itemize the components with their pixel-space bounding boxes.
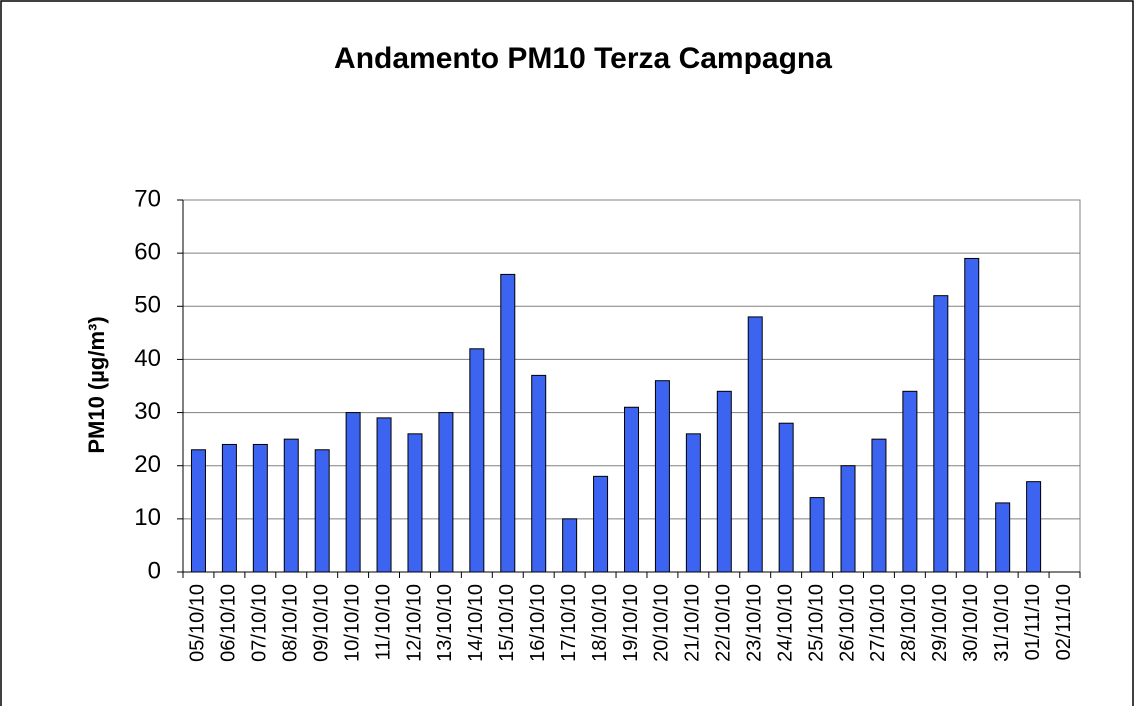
bar — [283, 438, 299, 573]
x-tick-label: 13/10/10 — [434, 584, 456, 662]
bar — [469, 348, 485, 573]
bar — [654, 380, 670, 573]
bar — [314, 449, 330, 573]
x-tick-label: 29/10/10 — [929, 584, 951, 662]
x-tick-label: 01/11/10 — [1022, 584, 1044, 660]
x-tick-label: 24/10/10 — [774, 584, 796, 662]
x-tick-label: 18/10/10 — [589, 584, 611, 662]
bar — [624, 406, 639, 573]
x-tick-label: 15/10/10 — [496, 584, 518, 662]
x-tick-label: 14/10/10 — [465, 584, 487, 662]
y-tick-label: 10 — [134, 504, 161, 531]
bar — [562, 518, 578, 573]
bar — [716, 390, 732, 573]
chart-title: Andamento PM10 Terza Campagna — [334, 42, 832, 75]
bar — [407, 433, 423, 573]
bar — [221, 443, 237, 573]
x-tick-label: 26/10/10 — [836, 584, 858, 662]
x-tick-label: 28/10/10 — [898, 584, 920, 662]
bar — [778, 422, 794, 573]
bar — [252, 443, 268, 573]
bar — [933, 295, 949, 573]
x-tick-label: 02/11/10 — [1053, 584, 1075, 660]
bar — [345, 412, 361, 573]
y-tick-label: 40 — [134, 345, 161, 372]
x-tick-label: 20/10/10 — [651, 584, 673, 662]
y-tick-label: 30 — [134, 398, 161, 425]
bar — [902, 390, 918, 573]
x-tick-label: 08/10/10 — [280, 584, 302, 662]
x-tick-label: 09/10/10 — [310, 584, 332, 662]
bar — [840, 465, 856, 573]
bar — [531, 374, 547, 573]
bar — [871, 438, 887, 573]
bar — [438, 412, 454, 573]
y-tick-label: 60 — [134, 238, 161, 265]
bar — [995, 502, 1011, 573]
x-tick-label: 31/10/10 — [991, 584, 1013, 662]
x-tick-label: 30/10/10 — [960, 584, 982, 662]
x-tick-label: 22/10/10 — [713, 584, 735, 662]
x-tick-label: 19/10/10 — [620, 584, 642, 662]
x-tick-label: 17/10/10 — [558, 584, 580, 662]
bar — [685, 433, 701, 573]
x-tick-label: 21/10/10 — [682, 584, 704, 662]
y-axis-label: PM10 (µg/m³) — [84, 316, 109, 453]
x-tick-label: 06/10/10 — [218, 584, 240, 662]
x-tick-label: 07/10/10 — [249, 584, 271, 662]
x-tick-label: 05/10/10 — [187, 584, 209, 662]
x-tick-label: 11/10/10 — [372, 584, 394, 660]
x-tick-label: 10/10/10 — [341, 584, 363, 662]
bar — [747, 316, 763, 573]
y-tick-label: 20 — [134, 451, 161, 478]
x-tick-label: 23/10/10 — [744, 584, 766, 662]
x-tick-label: 12/10/10 — [403, 584, 425, 662]
y-tick-label: 0 — [148, 557, 161, 584]
bar — [593, 475, 609, 573]
bar — [1026, 481, 1042, 573]
y-tick-label: 50 — [134, 292, 161, 319]
bar — [376, 417, 392, 573]
bar — [500, 273, 516, 573]
x-tick-label: 16/10/10 — [527, 584, 549, 662]
bar — [964, 257, 980, 573]
y-tick-label: 70 — [134, 185, 161, 212]
x-tick-label: 25/10/10 — [805, 584, 827, 662]
bar — [190, 449, 206, 573]
x-tick-label: 27/10/10 — [867, 584, 889, 662]
bar — [809, 497, 825, 573]
